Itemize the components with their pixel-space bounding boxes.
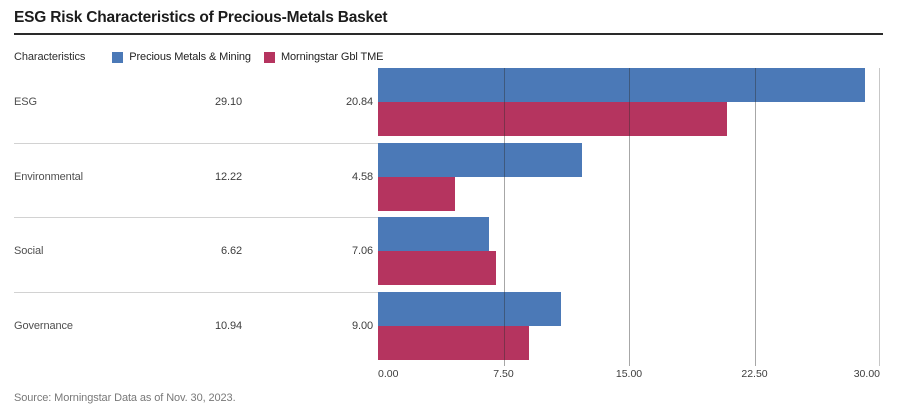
table-row-environmental: Environmental 12.22 4.58 bbox=[14, 142, 378, 218]
value-precious-metals-environmental: 12.22 bbox=[214, 170, 242, 183]
bar-precious-metals-social bbox=[378, 217, 489, 251]
bar-group-esg bbox=[378, 68, 880, 143]
table-row-governance: Governance 10.94 9.00 bbox=[14, 291, 378, 367]
plot-area bbox=[378, 68, 880, 366]
x-tick-0: 0.00 bbox=[378, 368, 399, 380]
x-tick-7-50: 7.50 bbox=[493, 368, 514, 380]
characteristics-table: ESG 29.10 20.84 Environmental 12.22 4.58… bbox=[14, 68, 378, 382]
legend-label-precious-metals: Precious Metals & Mining bbox=[129, 51, 251, 63]
column-header-characteristics: Characteristics bbox=[14, 51, 86, 63]
legend-item-gbl-tme: Morningstar Gbl TME bbox=[263, 51, 384, 63]
legend-swatch-gbl-tme-icon bbox=[263, 51, 275, 63]
x-tick-30-00: 30.00 bbox=[853, 368, 880, 380]
value-precious-metals-governance: 10.94 bbox=[214, 319, 242, 332]
table-row-social: Social 6.62 7.06 bbox=[14, 217, 378, 292]
gridline-7-50 bbox=[503, 68, 505, 366]
row-label-esg: ESG bbox=[14, 95, 37, 108]
legend-label-gbl-tme: Morningstar Gbl TME bbox=[280, 51, 384, 63]
x-axis: 0.00 7.50 15.00 22.50 30.00 bbox=[378, 366, 880, 382]
x-tick-15-00: 15.00 bbox=[615, 368, 643, 380]
value-precious-metals-esg: 29.10 bbox=[214, 95, 242, 108]
value-gbl-tme-esg: 20.84 bbox=[345, 95, 373, 108]
bar-group-social bbox=[378, 217, 880, 292]
page-title: ESG Risk Characteristics of Precious-Met… bbox=[14, 9, 388, 26]
row-label-governance: Governance bbox=[14, 319, 73, 332]
bar-precious-metals-environmental bbox=[378, 142, 583, 177]
table-row-esg: ESG 29.10 20.84 bbox=[14, 68, 378, 143]
title-divider bbox=[14, 33, 883, 35]
bar-group-environmental bbox=[378, 142, 880, 218]
row-label-environmental: Environmental bbox=[14, 170, 84, 183]
gridline-15-00 bbox=[629, 68, 630, 366]
value-precious-metals-social: 6.62 bbox=[220, 245, 242, 258]
bar-precious-metals-esg bbox=[378, 68, 865, 102]
legend-item-precious-metals: Precious Metals & Mining bbox=[112, 51, 251, 63]
chart-body: ESG 29.10 20.84 Environmental 12.22 4.58… bbox=[14, 68, 883, 382]
bar-gbl-tme-esg bbox=[378, 102, 727, 136]
value-gbl-tme-environmental: 4.58 bbox=[351, 170, 373, 183]
source-note: Source: Morningstar Data as of Nov. 30, … bbox=[14, 392, 236, 404]
bar-group-governance bbox=[378, 291, 880, 367]
row-label-social: Social bbox=[14, 245, 44, 258]
bar-precious-metals-governance bbox=[378, 291, 562, 326]
x-tick-22-50: 22.50 bbox=[741, 368, 768, 380]
gridline-30-00 bbox=[879, 68, 880, 366]
bar-gbl-tme-environmental bbox=[378, 176, 455, 211]
gridline-22-50 bbox=[754, 68, 756, 366]
value-gbl-tme-governance: 9.00 bbox=[351, 319, 373, 332]
table-chart-header: Characteristics Precious Metals & Mining… bbox=[14, 35, 883, 68]
bar-chart: 0.00 7.50 15.00 22.50 30.00 bbox=[378, 68, 883, 382]
bar-gbl-tme-social bbox=[378, 251, 497, 285]
bar-gbl-tme-governance bbox=[378, 325, 529, 360]
value-gbl-tme-social: 7.06 bbox=[351, 245, 373, 258]
legend-swatch-precious-metals-icon bbox=[112, 51, 124, 63]
